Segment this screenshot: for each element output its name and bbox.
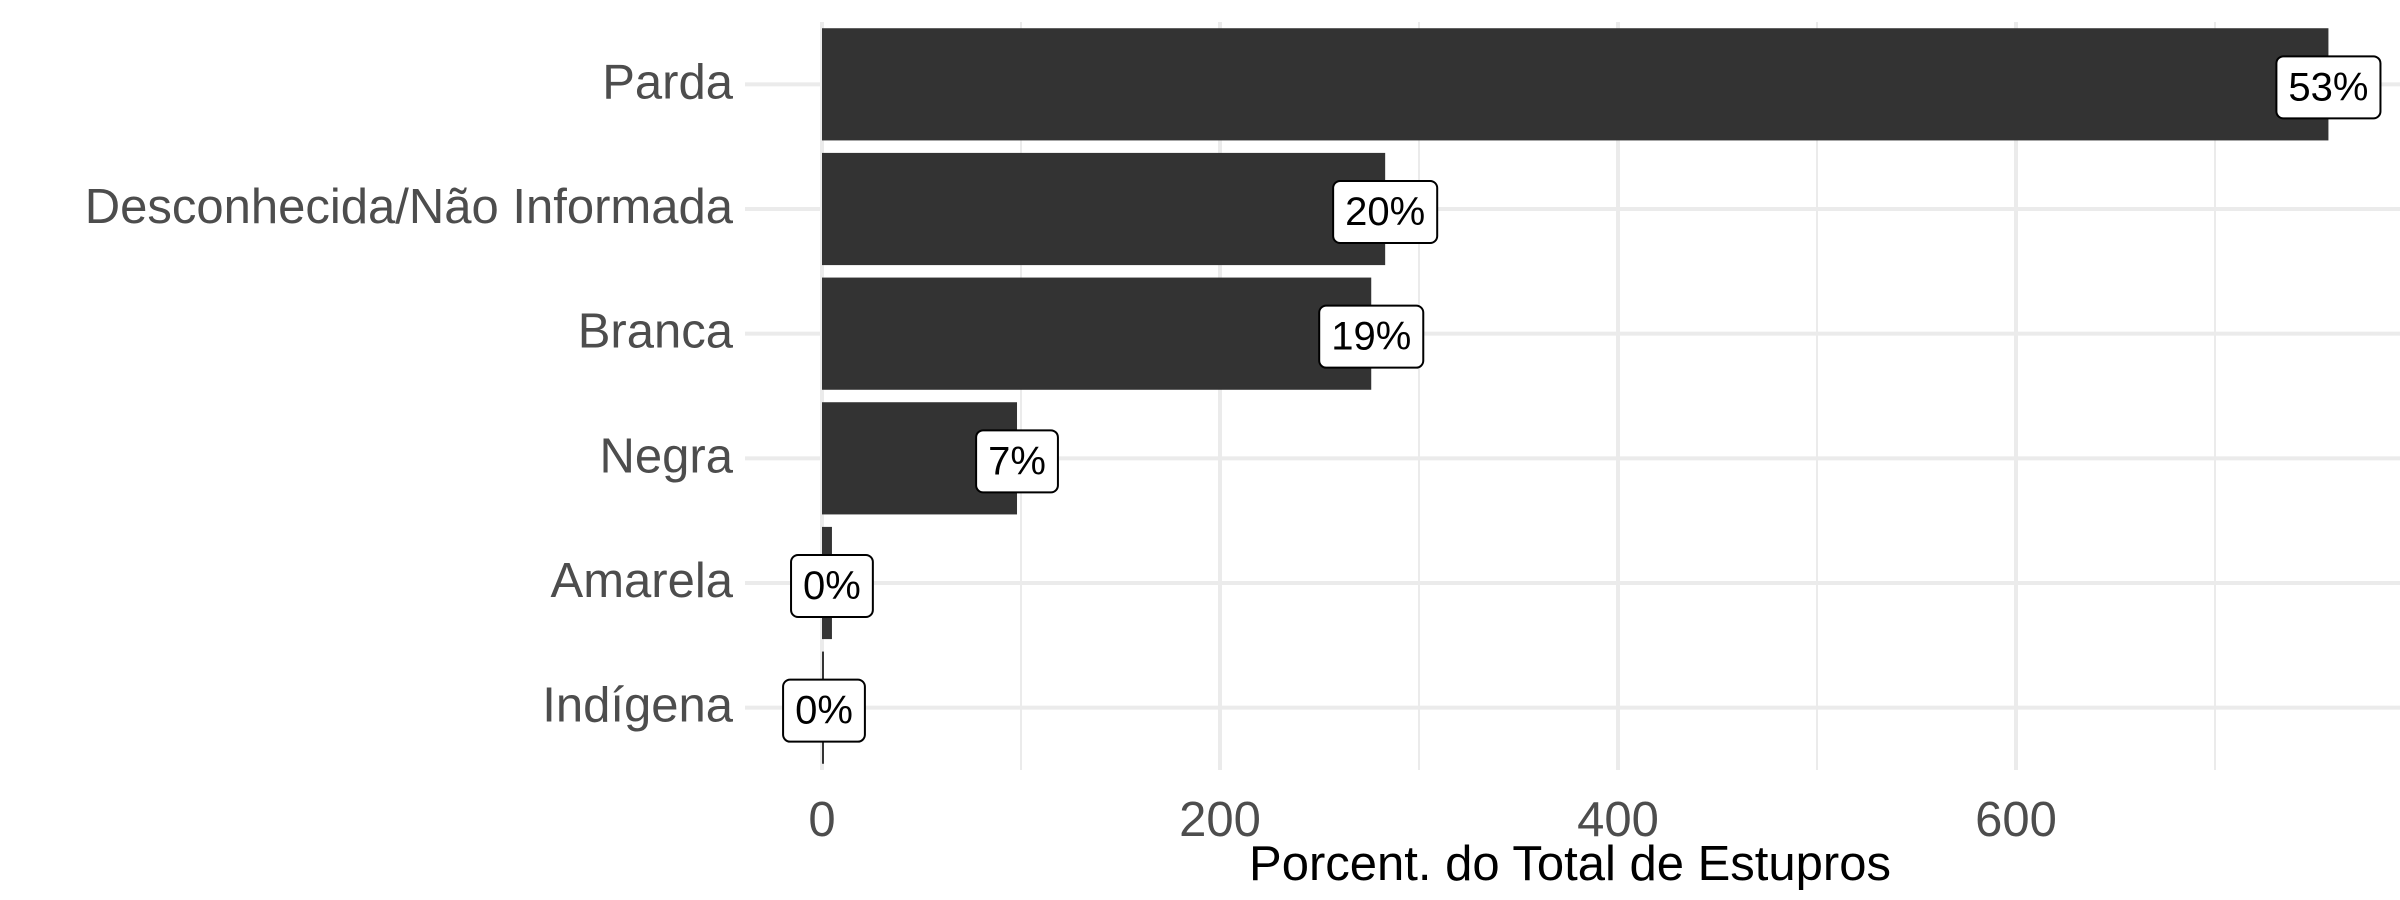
category-label: Desconhecida/Não Informada (85, 180, 734, 234)
bar (822, 28, 2329, 141)
category-label: Negra (600, 429, 734, 483)
bars (822, 28, 2329, 764)
data-label: 0% (782, 678, 866, 743)
x-tick-label: 200 (1179, 793, 1261, 847)
category-labels: Parda Desconhecida/Não Informada Branca Neg… (85, 55, 734, 732)
data-label: 7% (975, 429, 1059, 494)
data-label-text: 20% (1345, 190, 1425, 234)
bar (822, 152, 1386, 266)
x-tick-label: 400 (1577, 793, 1659, 847)
data-label-box (790, 554, 874, 618)
data-label: 0% (790, 554, 874, 618)
data-label-text: 19% (1331, 315, 1411, 359)
data-label: 19% (1318, 304, 1425, 369)
data-label-text: 53% (2288, 65, 2368, 109)
data-label-box (2275, 55, 2382, 120)
data-label-box (782, 678, 866, 743)
x-tick-label: 600 (1975, 793, 2057, 847)
data-label-box (1332, 180, 1439, 244)
data-label-box (1318, 304, 1425, 369)
x-tick-labels: 0 200 400 600 (808, 793, 2057, 847)
x-tick-label: 0 (808, 793, 835, 847)
data-label-text: 0% (795, 689, 853, 733)
category-label: Indígena (542, 679, 733, 733)
data-label-text: 7% (988, 439, 1046, 483)
data-label-text: 0% (803, 564, 861, 608)
data-label-box (975, 429, 1059, 494)
bar (822, 277, 1372, 390)
category-label: Amarela (551, 554, 734, 608)
category-label: Branca (578, 305, 734, 359)
data-labels: 53% 20% 19% 7% 0% 0% (782, 55, 2382, 743)
category-label: Parda (602, 55, 734, 109)
data-label: 20% (1332, 180, 1439, 244)
x-axis-title: Porcent. do Total de Estupros (1249, 837, 1891, 891)
data-label: 53% (2275, 55, 2382, 120)
